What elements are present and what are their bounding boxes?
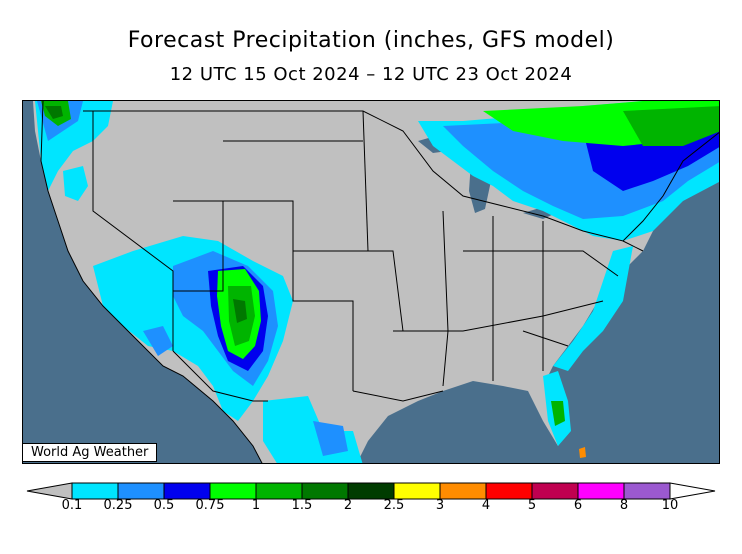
legend-tick-label: 1	[251, 498, 261, 513]
legend-swatch	[255, 482, 303, 500]
legend-swatch	[577, 482, 625, 500]
legend-swatch	[485, 482, 533, 500]
chart-title: Forecast Precipitation (inches, GFS mode…	[127, 28, 615, 53]
map-canvas	[23, 101, 719, 463]
legend-swatch	[301, 482, 349, 500]
legend-tick-label: 2.5	[383, 498, 405, 513]
legend-swatch	[531, 482, 579, 500]
legend-tick-label: 1.5	[291, 498, 313, 513]
legend-tick-label: 0.1	[61, 498, 83, 513]
legend-tick-label: 0.5	[153, 498, 175, 513]
legend-tick-label: 2	[343, 498, 353, 513]
boundaries	[40, 101, 719, 463]
legend-swatch	[71, 482, 119, 500]
legend-swatch	[393, 482, 441, 500]
precipitation-map	[22, 100, 720, 464]
legend-tick-label: 3	[435, 498, 445, 513]
legend-under-arrow	[26, 482, 73, 500]
legend-tick-label: 8	[619, 498, 629, 513]
legend-swatch	[439, 482, 487, 500]
legend-over-arrow	[669, 482, 716, 500]
legend-swatch	[163, 482, 211, 500]
legend-swatch	[117, 482, 165, 500]
precip-shading	[35, 101, 719, 463]
color-legend	[26, 482, 716, 500]
legend-tick-label: 0.25	[103, 498, 133, 513]
legend-swatch	[623, 482, 671, 500]
legend-swatch	[347, 482, 395, 500]
legend-tick-label: 4	[481, 498, 491, 513]
legend-tick-label: 0.75	[195, 498, 225, 513]
legend-tick-label: 10	[661, 498, 679, 513]
legend-tick-label: 6	[573, 498, 583, 513]
legend-tick-label: 5	[527, 498, 537, 513]
credit-label: World Ag Weather	[22, 443, 158, 462]
legend-swatch	[209, 482, 257, 500]
chart-subtitle: 12 UTC 15 Oct 2024 – 12 UTC 23 Oct 2024	[169, 64, 573, 85]
